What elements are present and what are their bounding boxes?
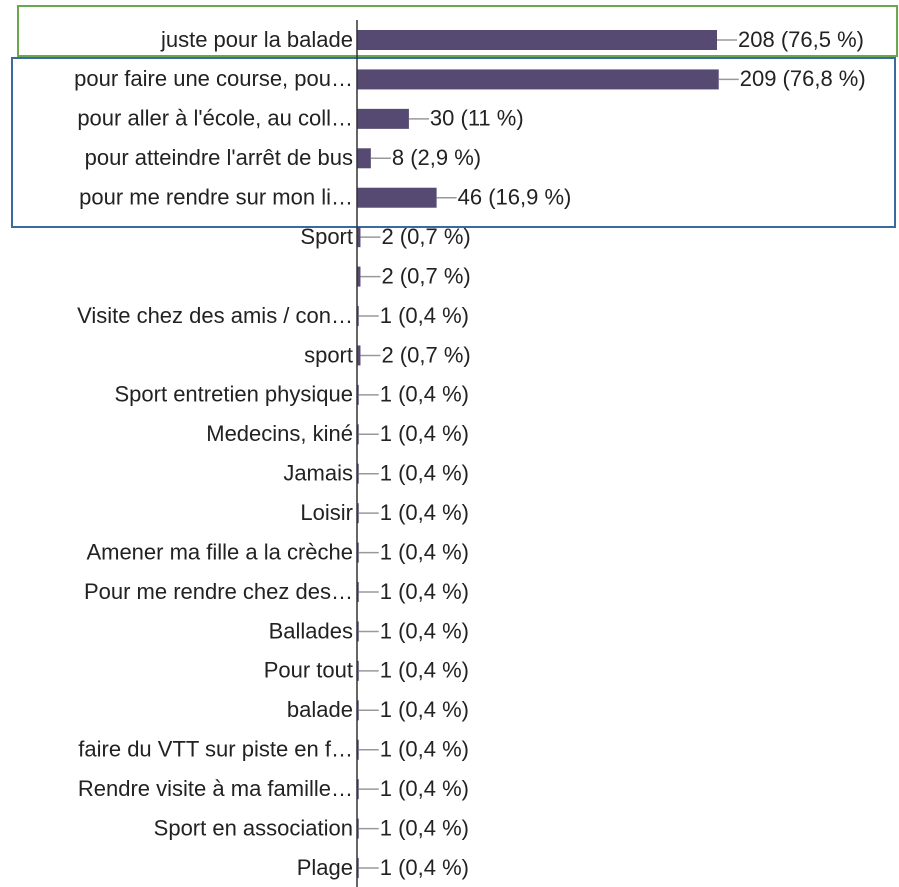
category-label: Loisir: [300, 500, 353, 525]
value-label: 1 (0,4 %): [380, 579, 469, 604]
value-label: 2 (0,7 %): [381, 342, 470, 367]
category-label: Sport: [300, 224, 353, 249]
value-label: 1 (0,4 %): [380, 658, 469, 683]
category-label: Plage: [297, 855, 353, 880]
bar: [357, 30, 717, 50]
bar: [357, 345, 361, 366]
category-label: Visite chez des amis / con…: [77, 303, 353, 328]
value-label: 1 (0,4 %): [380, 618, 469, 643]
bar: [357, 858, 359, 879]
value-label: 1 (0,4 %): [380, 815, 469, 840]
bar: [357, 739, 359, 760]
value-label: 1 (0,4 %): [380, 461, 469, 486]
value-label: 1 (0,4 %): [380, 539, 469, 564]
bar: [357, 660, 359, 681]
bar: [357, 621, 359, 642]
value-label: 208 (76,5 %): [738, 27, 864, 52]
bar: [357, 779, 359, 800]
bar: [357, 700, 359, 721]
value-label: 1 (0,4 %): [380, 382, 469, 407]
value-label: 1 (0,4 %): [380, 776, 469, 801]
value-label: 209 (76,8 %): [740, 66, 866, 91]
bar: [357, 108, 409, 129]
bar: [357, 463, 359, 484]
value-label: 1 (0,4 %): [380, 737, 469, 762]
category-label: Pour tout: [264, 658, 353, 683]
category-label: balade: [287, 697, 353, 722]
highlight-box: [11, 57, 896, 228]
category-label: pour aller à l'école, au coll…: [77, 106, 353, 131]
value-label: 1 (0,4 %): [380, 421, 469, 446]
bar: [357, 227, 361, 248]
value-label: 1 (0,4 %): [380, 855, 469, 880]
category-label: sport: [304, 342, 353, 367]
bar: [357, 542, 359, 563]
category-label: Pour me rendre chez des…: [84, 579, 353, 604]
value-label: 8 (2,9 %): [392, 145, 481, 170]
value-label: 1 (0,4 %): [380, 697, 469, 722]
value-label: 1 (0,4 %): [380, 500, 469, 525]
category-label: faire du VTT sur piste en f…: [78, 737, 353, 762]
category-label: pour faire une course, pou…: [74, 66, 353, 91]
value-label: 46 (16,9 %): [458, 185, 572, 210]
category-label: Amener ma fille a la crèche: [86, 539, 353, 564]
value-label: 2 (0,7 %): [381, 224, 470, 249]
value-label: 2 (0,7 %): [381, 263, 470, 288]
category-label: juste pour la balade: [160, 27, 353, 52]
category-label: Rendre visite à ma famille…: [78, 776, 353, 801]
bar: [357, 187, 437, 208]
category-label: pour atteindre l'arrêt de bus: [85, 145, 353, 170]
bar: [357, 582, 359, 603]
bar: [357, 384, 359, 405]
value-label: 1 (0,4 %): [380, 303, 469, 328]
bar: [357, 424, 359, 445]
bar: [357, 148, 371, 169]
bar: [357, 266, 361, 287]
bar: [357, 306, 359, 327]
category-label: Ballades: [269, 618, 353, 643]
highlight-box: [17, 5, 898, 57]
category-label: Medecins, kiné: [206, 421, 353, 446]
value-label: 30 (11 %): [430, 106, 524, 131]
category-label: Jamais: [283, 461, 353, 486]
category-label: Sport entretien physique: [115, 382, 354, 407]
category-label: pour me rendre sur mon li…: [79, 185, 353, 210]
bar: [357, 503, 359, 524]
bar: [357, 818, 359, 839]
bar: [357, 69, 719, 90]
category-label: Sport en association: [154, 815, 353, 840]
